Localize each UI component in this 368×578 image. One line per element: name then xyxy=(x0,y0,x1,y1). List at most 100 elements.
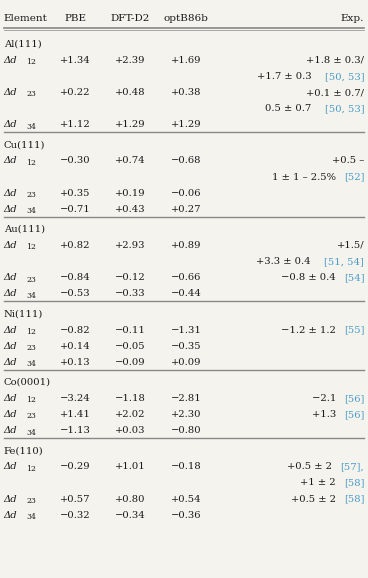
Text: −1.31: −1.31 xyxy=(170,325,201,335)
Text: −3.24: −3.24 xyxy=(60,394,91,403)
Text: 1 ± 1 – 2.5%: 1 ± 1 – 2.5% xyxy=(272,173,338,181)
Text: 23: 23 xyxy=(26,412,36,420)
Text: Δd: Δd xyxy=(4,325,17,335)
Text: +1 ± 2: +1 ± 2 xyxy=(300,479,338,487)
Text: Δd: Δd xyxy=(4,410,17,419)
Text: Element: Element xyxy=(4,14,47,24)
Text: Al(111): Al(111) xyxy=(4,39,42,49)
Text: 23: 23 xyxy=(26,276,36,284)
Text: −0.84: −0.84 xyxy=(60,273,91,282)
Text: 34: 34 xyxy=(26,360,36,368)
Text: +1.12: +1.12 xyxy=(60,120,91,129)
Text: +0.80: +0.80 xyxy=(116,495,146,503)
Text: Co(0001): Co(0001) xyxy=(4,377,51,387)
Text: −0.18: −0.18 xyxy=(170,462,201,471)
Text: +1.29: +1.29 xyxy=(115,120,146,129)
Text: +2.93: +2.93 xyxy=(116,241,146,250)
Text: Δd: Δd xyxy=(4,342,17,351)
Text: 34: 34 xyxy=(26,292,36,300)
Text: +1.7 ± 0.3: +1.7 ± 0.3 xyxy=(256,72,313,81)
Text: +0.5 –: +0.5 – xyxy=(332,157,364,165)
Text: −0.09: −0.09 xyxy=(115,358,146,367)
Text: +1.3: +1.3 xyxy=(312,410,338,419)
Text: [51, 54]: [51, 54] xyxy=(325,257,364,266)
Text: [52]: [52] xyxy=(344,173,364,181)
Text: +1.01: +1.01 xyxy=(115,462,146,471)
Text: −0.80: −0.80 xyxy=(170,426,201,435)
Text: −0.33: −0.33 xyxy=(115,290,146,298)
Text: 0.5 ± 0.7: 0.5 ± 0.7 xyxy=(265,104,313,113)
Text: +0.48: +0.48 xyxy=(115,88,146,97)
Text: +0.13: +0.13 xyxy=(60,358,91,367)
Text: Δd: Δd xyxy=(4,511,17,520)
Text: 12: 12 xyxy=(26,328,36,336)
Text: DFT-D2: DFT-D2 xyxy=(111,14,150,24)
Text: Δd: Δd xyxy=(4,358,17,367)
Text: +1.41: +1.41 xyxy=(60,410,91,419)
Text: −0.12: −0.12 xyxy=(115,273,146,282)
Text: [57],: [57], xyxy=(340,462,364,471)
Text: +0.89: +0.89 xyxy=(171,241,201,250)
Text: +0.35: +0.35 xyxy=(60,189,91,198)
Text: −0.53: −0.53 xyxy=(60,290,91,298)
Text: +1.69: +1.69 xyxy=(171,55,201,65)
Text: Δd: Δd xyxy=(4,273,17,282)
Text: +2.30: +2.30 xyxy=(171,410,201,419)
Text: 34: 34 xyxy=(26,428,36,436)
Text: −0.34: −0.34 xyxy=(115,511,146,520)
Text: Au(111): Au(111) xyxy=(4,225,45,234)
Text: −0.05: −0.05 xyxy=(115,342,146,351)
Text: +0.38: +0.38 xyxy=(171,88,201,97)
Text: −1.18: −1.18 xyxy=(115,394,146,403)
Text: Δd: Δd xyxy=(4,189,17,198)
Text: +1.29: +1.29 xyxy=(170,120,201,129)
Text: [56]: [56] xyxy=(344,394,364,403)
Text: +0.19: +0.19 xyxy=(115,189,146,198)
Text: +0.09: +0.09 xyxy=(171,358,201,367)
Text: 12: 12 xyxy=(26,396,36,404)
Text: Exp.: Exp. xyxy=(341,14,364,24)
Text: Δd: Δd xyxy=(4,462,17,471)
Text: Ni(111): Ni(111) xyxy=(4,309,43,318)
Text: [56]: [56] xyxy=(344,410,364,419)
Text: +0.22: +0.22 xyxy=(60,88,91,97)
Text: +2.39: +2.39 xyxy=(116,55,146,65)
Text: Δd: Δd xyxy=(4,88,17,97)
Text: −0.32: −0.32 xyxy=(60,511,91,520)
Text: [58]: [58] xyxy=(344,479,364,487)
Text: −0.82: −0.82 xyxy=(60,325,91,335)
Text: −2.81: −2.81 xyxy=(170,394,201,403)
Text: −0.8 ± 0.4: −0.8 ± 0.4 xyxy=(281,273,338,282)
Text: −0.44: −0.44 xyxy=(170,290,201,298)
Text: +3.3 ± 0.4: +3.3 ± 0.4 xyxy=(256,257,313,266)
Text: Δd: Δd xyxy=(4,426,17,435)
Text: −0.29: −0.29 xyxy=(60,462,91,471)
Text: +0.5 ± 2: +0.5 ± 2 xyxy=(291,495,338,503)
Text: 12: 12 xyxy=(26,243,36,251)
Text: 23: 23 xyxy=(26,497,36,505)
Text: 12: 12 xyxy=(26,465,36,473)
Text: +0.14: +0.14 xyxy=(60,342,91,351)
Text: +0.57: +0.57 xyxy=(60,495,91,503)
Text: −0.66: −0.66 xyxy=(171,273,201,282)
Text: −0.35: −0.35 xyxy=(170,342,201,351)
Text: Δd: Δd xyxy=(4,157,17,165)
Text: 34: 34 xyxy=(26,208,36,215)
Text: Δd: Δd xyxy=(4,495,17,503)
Text: Δd: Δd xyxy=(4,241,17,250)
Text: +1.5/: +1.5/ xyxy=(337,241,364,250)
Text: [58]: [58] xyxy=(344,495,364,503)
Text: −0.36: −0.36 xyxy=(171,511,201,520)
Text: Δd: Δd xyxy=(4,205,17,214)
Text: 34: 34 xyxy=(26,513,36,521)
Text: optB86b: optB86b xyxy=(163,14,208,24)
Text: −1.2 ± 1.2: −1.2 ± 1.2 xyxy=(281,325,338,335)
Text: 23: 23 xyxy=(26,191,36,199)
Text: Cu(111): Cu(111) xyxy=(4,140,45,149)
Text: 12: 12 xyxy=(26,159,36,166)
Text: [54]: [54] xyxy=(344,273,364,282)
Text: +0.5 ± 2: +0.5 ± 2 xyxy=(287,462,334,471)
Text: +0.1 ± 0.7/: +0.1 ± 0.7/ xyxy=(306,88,364,97)
Text: Fe(110): Fe(110) xyxy=(4,446,43,455)
Text: −1.13: −1.13 xyxy=(60,426,91,435)
